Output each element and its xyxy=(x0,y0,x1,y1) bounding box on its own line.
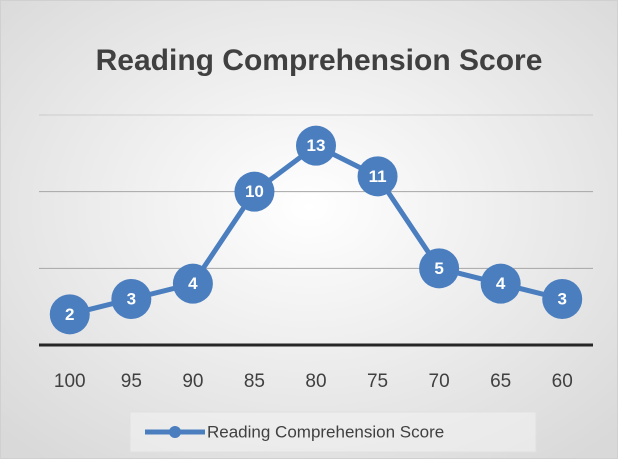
x-tick-label: 65 xyxy=(490,371,511,392)
data-label: 3 xyxy=(127,289,136,308)
x-tick-label: 75 xyxy=(367,371,388,392)
data-label: 2 xyxy=(65,305,74,324)
data-label: 3 xyxy=(557,289,566,308)
data-point xyxy=(480,263,521,304)
data-point xyxy=(357,156,398,197)
data-point xyxy=(111,279,152,319)
data-label: 11 xyxy=(369,167,387,186)
data-label: 4 xyxy=(188,274,198,293)
data-label: 5 xyxy=(434,259,443,278)
x-tick-label: 95 xyxy=(121,371,142,392)
data-label: 4 xyxy=(496,274,506,293)
x-tick-label: 70 xyxy=(429,371,450,392)
data-label: 13 xyxy=(307,136,326,155)
x-tick-label: 90 xyxy=(182,371,203,392)
chart-title: Reading Comprehension Score xyxy=(96,44,543,77)
data-point xyxy=(172,263,213,304)
data-point xyxy=(542,279,583,319)
x-tick-label: 60 xyxy=(552,371,573,392)
x-tick-label: 80 xyxy=(305,371,326,392)
data-point xyxy=(234,171,275,212)
data-label: 10 xyxy=(245,182,264,201)
x-tick-label: 85 xyxy=(244,371,265,392)
data-point xyxy=(296,125,336,166)
legend-label: Reading Comprehension Score xyxy=(207,422,444,441)
legend-marker xyxy=(169,426,181,438)
data-point xyxy=(419,248,460,289)
x-tick-label: 100 xyxy=(54,371,86,392)
data-point xyxy=(49,294,90,335)
